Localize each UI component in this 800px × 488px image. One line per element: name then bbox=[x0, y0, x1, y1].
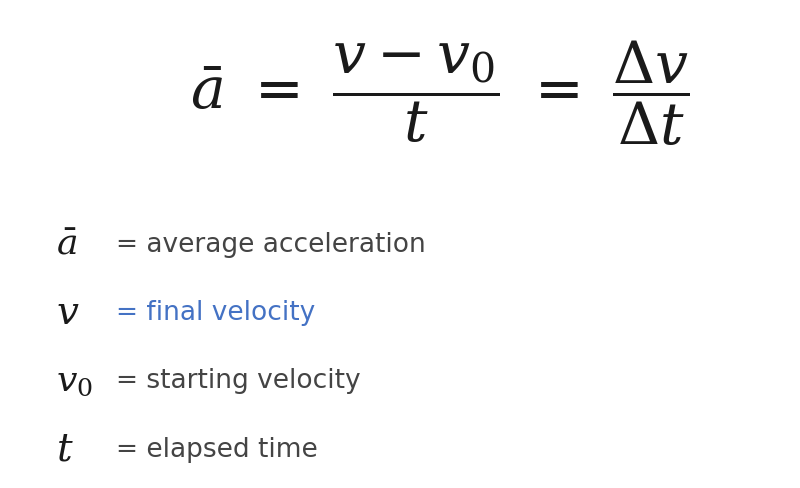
Text: = elapsed time: = elapsed time bbox=[116, 436, 318, 462]
Text: = final velocity: = final velocity bbox=[116, 299, 315, 325]
Text: = average acceleration: = average acceleration bbox=[116, 231, 426, 257]
Text: = starting velocity: = starting velocity bbox=[116, 367, 361, 394]
Text: $v$: $v$ bbox=[56, 293, 79, 331]
Text: $v_0$: $v_0$ bbox=[56, 364, 93, 398]
Text: $\bar{a}\ =\ \dfrac{v - v_0}{t}\ =\ \dfrac{\Delta v}{\Delta t}$: $\bar{a}\ =\ \dfrac{v - v_0}{t}\ =\ \dfr… bbox=[190, 39, 690, 148]
Text: $t$: $t$ bbox=[56, 430, 74, 468]
Text: $\bar{a}$: $\bar{a}$ bbox=[56, 227, 77, 261]
